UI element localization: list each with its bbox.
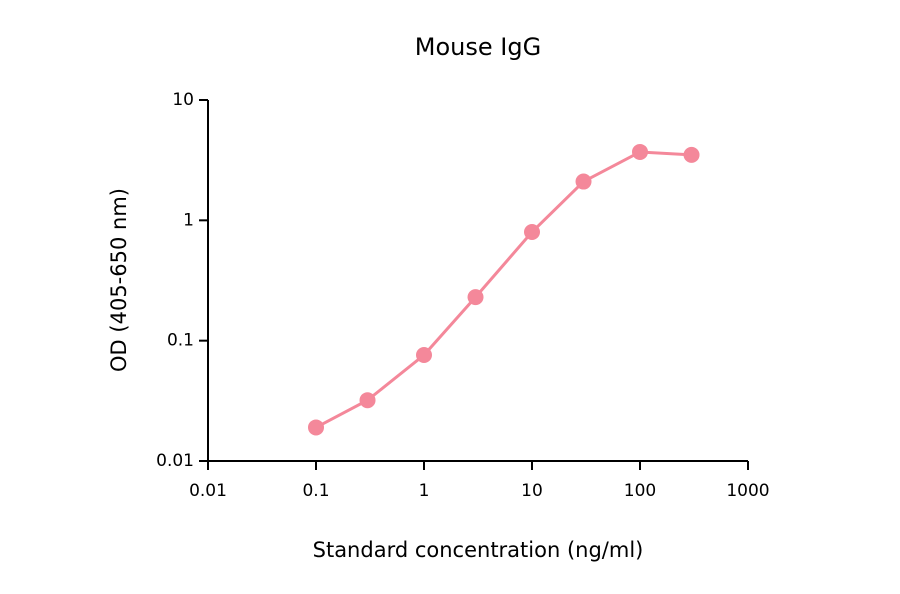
chart-title: Mouse IgG bbox=[415, 33, 541, 61]
data-point bbox=[308, 419, 324, 436]
x-tick-label: 100 bbox=[624, 481, 656, 501]
data-point bbox=[416, 347, 432, 364]
x-tick-label: 1 bbox=[419, 481, 430, 501]
y-axis-label: OD (405-650 nm) bbox=[107, 188, 131, 372]
y-tick-label: 0.1 bbox=[167, 331, 194, 351]
x-tick-label: 10 bbox=[521, 481, 543, 501]
data-point bbox=[632, 143, 648, 160]
series-line bbox=[315, 150, 692, 429]
x-tick-label: 1000 bbox=[726, 481, 769, 501]
data-point bbox=[467, 289, 484, 306]
x-axis-label: Standard concentration (ng/ml) bbox=[313, 538, 644, 562]
x-tick-label: 0.1 bbox=[302, 481, 329, 501]
data-point bbox=[359, 392, 376, 409]
y-tick-label: 0.01 bbox=[156, 451, 194, 471]
y-tick-label: 10 bbox=[172, 90, 194, 110]
y-tick-label: 1 bbox=[183, 210, 194, 230]
x-tick-label: 0.01 bbox=[189, 481, 227, 501]
data-point bbox=[683, 146, 700, 163]
data-point bbox=[524, 223, 540, 240]
data-point bbox=[575, 173, 592, 190]
